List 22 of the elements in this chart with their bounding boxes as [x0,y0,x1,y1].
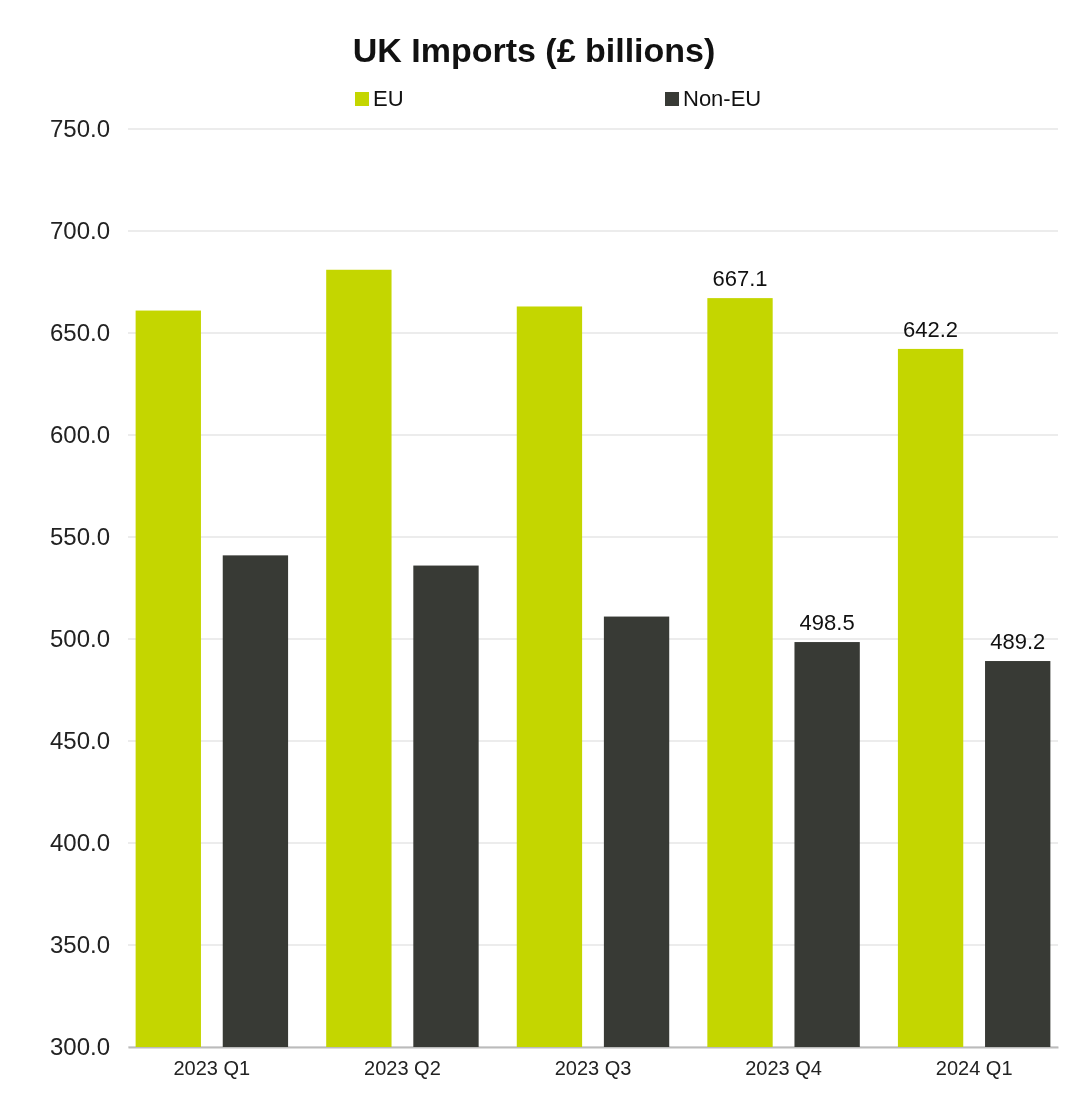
y-tick-label: 450.0 [49,727,110,755]
data-label: 489.2 [990,629,1046,655]
data-label: 498.5 [799,610,855,636]
x-tick-label: 2023 Q3 [554,1057,632,1080]
y-tick-label: 400.0 [49,829,110,857]
data-label: 667.1 [712,266,768,292]
y-tick-label: 550.0 [49,523,110,551]
y-tick-label: 600.0 [49,421,110,449]
y-tick-label: 650.0 [49,319,110,347]
legend-label: EU [373,86,404,111]
x-tick-label: 2023 Q2 [364,1057,441,1080]
y-tick-label: 700.0 [49,217,110,245]
data-label: 642.2 [903,316,959,342]
x-tick-label: 2023 Q4 [745,1057,822,1080]
y-tick-label: 350.0 [49,931,110,959]
x-tick-label: 2024 Q1 [935,1057,1013,1080]
y-tick-label: 300.0 [49,1033,110,1061]
x-tick-label: 2023 Q1 [173,1057,251,1080]
y-tick-label: 750.0 [49,115,110,143]
legend-label: Non-EU [683,86,762,111]
y-tick-label: 500.0 [49,625,110,653]
chart-title: UK Imports (£ billions) [352,31,716,69]
